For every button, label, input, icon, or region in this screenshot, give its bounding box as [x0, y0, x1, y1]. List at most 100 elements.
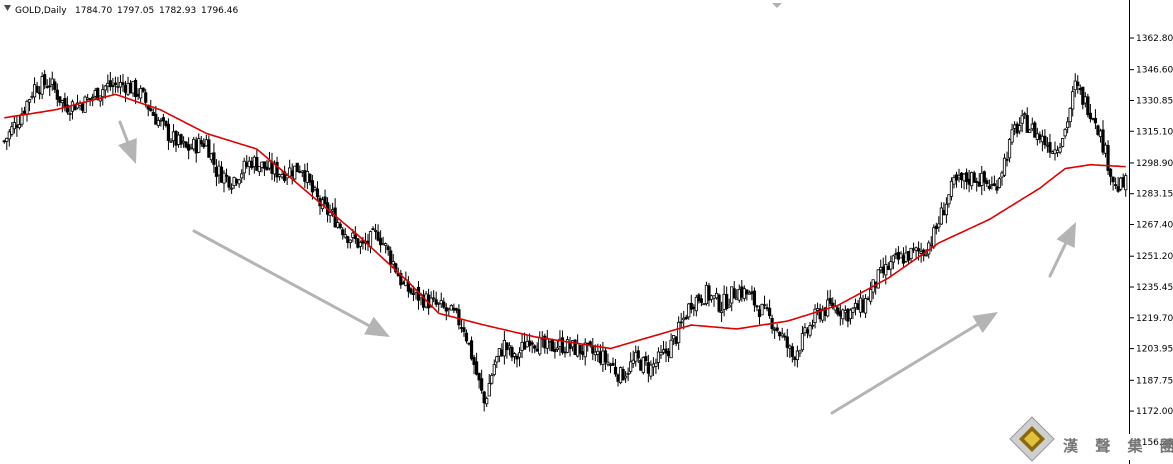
candle [457, 304, 461, 330]
candle [1093, 109, 1098, 130]
price-tick-label: 1346.60 [1136, 66, 1173, 76]
candle [35, 81, 39, 94]
candle [384, 242, 388, 254]
candle [156, 117, 160, 128]
candle [229, 183, 234, 194]
candle [1048, 133, 1052, 158]
candle [828, 289, 832, 307]
candle [510, 345, 514, 362]
candle [212, 143, 216, 173]
candle [161, 113, 165, 130]
candle [654, 358, 658, 374]
candle [641, 356, 645, 375]
candle [949, 177, 954, 201]
candle [507, 342, 512, 356]
candle [113, 76, 117, 93]
candle [687, 302, 691, 320]
candle [889, 255, 893, 278]
candle [985, 177, 989, 187]
candle [121, 74, 125, 92]
scroll-marker-icon[interactable] [772, 3, 782, 8]
candle [939, 202, 943, 225]
candle [760, 303, 764, 316]
candle [649, 360, 653, 380]
candle [1066, 117, 1070, 134]
candle [1088, 103, 1092, 123]
candle [1106, 140, 1110, 176]
candle [1025, 107, 1029, 133]
candle [1068, 107, 1072, 128]
candle [472, 354, 476, 375]
candle [257, 166, 261, 177]
price-tick-label: 1330.85 [1136, 96, 1173, 106]
candle [611, 357, 615, 367]
candle [613, 359, 618, 377]
candle [965, 168, 969, 190]
price-tick-label: 1283.15 [1136, 190, 1173, 200]
candle [694, 294, 698, 317]
candle [937, 216, 941, 232]
logo-text-backdrop [1060, 434, 1134, 460]
candle [677, 316, 681, 350]
candle [785, 328, 789, 358]
candle [725, 286, 729, 311]
price-tick-label: 1219.70 [1136, 314, 1173, 324]
price-tick-label: 1362.80 [1136, 34, 1173, 44]
candle [308, 173, 312, 186]
candle [1124, 173, 1128, 197]
candle [755, 304, 759, 312]
candle [841, 308, 845, 325]
candle [495, 355, 499, 369]
candle [187, 137, 191, 160]
candle [5, 137, 9, 150]
candle [836, 304, 840, 317]
candle [376, 224, 380, 242]
candle [111, 77, 115, 95]
price-tick-label: 1156.25 [1136, 438, 1173, 448]
candle [762, 295, 767, 310]
candle [515, 353, 519, 368]
candle [262, 161, 267, 176]
candle [17, 115, 22, 130]
candle [656, 347, 661, 370]
candle [982, 170, 986, 192]
candle [386, 244, 390, 256]
candle [134, 78, 138, 104]
candle [1023, 111, 1027, 120]
price-tick-label: 1267.40 [1136, 221, 1173, 231]
candle [1101, 120, 1105, 156]
candle [240, 169, 244, 184]
candle [166, 118, 171, 150]
candle [684, 314, 688, 320]
candle [679, 312, 683, 328]
candle [295, 162, 299, 173]
trend-arrows [118, 120, 1076, 415]
candle [629, 352, 633, 374]
candle [573, 339, 577, 356]
candle [432, 290, 436, 303]
candle [972, 170, 976, 183]
candle [517, 347, 522, 367]
price-axis[interactable]: 1362.80 1346.60 1330.85 1315.10 1298.90 1283.… [1129, 34, 1173, 448]
candle [88, 98, 92, 106]
candle [469, 336, 474, 361]
candle [68, 106, 72, 121]
candle [689, 294, 693, 314]
candle [752, 287, 757, 312]
candle [371, 226, 375, 231]
down-arrow-icon [118, 120, 137, 164]
candle [727, 298, 731, 309]
price-tick-label: 1203.95 [1136, 345, 1173, 355]
candle [449, 304, 453, 311]
chart-menu-triangle-icon[interactable] [4, 5, 11, 11]
candle [555, 340, 560, 353]
candle [767, 299, 772, 319]
candle [474, 352, 479, 376]
candle [389, 246, 393, 274]
candle [55, 83, 59, 107]
candle [659, 344, 663, 359]
candle [1076, 75, 1080, 94]
candle [1033, 120, 1037, 138]
candle [533, 344, 537, 354]
candle [442, 297, 446, 309]
